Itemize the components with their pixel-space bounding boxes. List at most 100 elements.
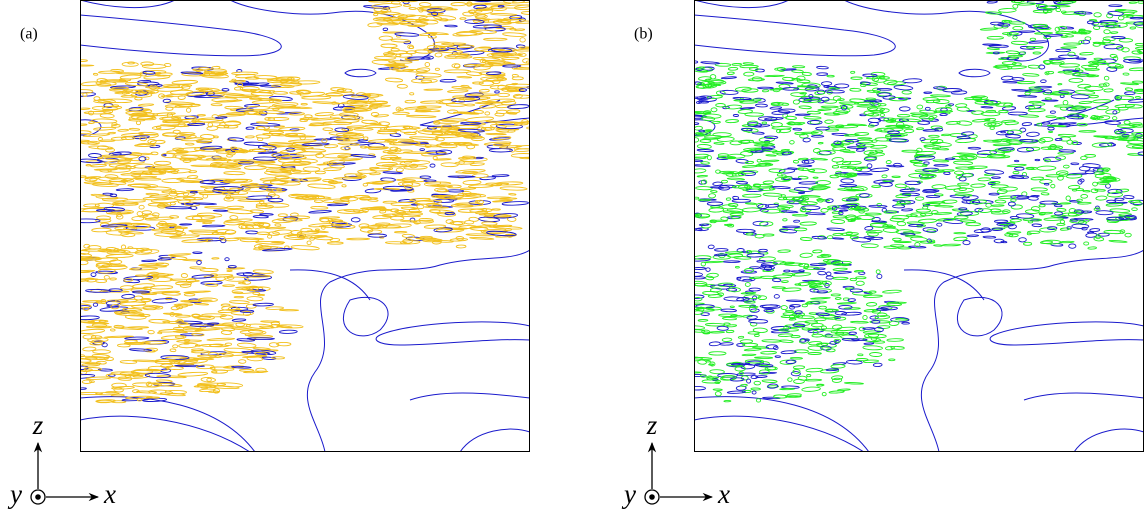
streak [714,248,729,252]
streak [80,270,92,274]
streak [990,208,1002,213]
streak [1026,230,1041,234]
streak [454,161,475,165]
contour-line [694,415,865,452]
streak [346,237,371,241]
streak [798,181,819,185]
streak [742,342,759,347]
streak [748,319,769,324]
streak [1122,72,1130,76]
streak [155,72,173,77]
streak [386,20,412,24]
streak [502,32,527,37]
streak [1124,87,1134,91]
streak [472,57,501,61]
streak [1045,115,1057,119]
streak [255,110,286,114]
streak [447,175,476,178]
streak [1010,198,1017,202]
streak [917,120,931,125]
streak [319,216,341,220]
streak [826,74,835,78]
streak [859,193,870,198]
streak [792,159,800,164]
streak [469,162,485,166]
streak [1133,21,1144,26]
streak [860,243,879,249]
streak [121,90,128,95]
streak [888,320,900,326]
streak [392,111,410,115]
streak [1017,30,1036,33]
streak [967,146,982,150]
streak [916,104,924,110]
streak [211,370,218,374]
streak [1043,158,1051,163]
streak [694,168,707,174]
streak [1059,63,1080,68]
streak [394,32,420,37]
streak [427,12,444,16]
streak [80,89,94,94]
streak [431,204,443,209]
streak [207,122,214,128]
streak [748,276,763,280]
streak [988,192,1000,196]
streak [298,234,328,239]
streak [1068,208,1077,214]
contour-line [80,14,282,57]
streak [258,245,272,250]
streak [761,121,768,125]
streak [87,140,100,145]
streak [150,228,180,232]
streak [834,331,849,335]
streak [224,120,241,126]
streak [1024,209,1040,214]
streak [973,228,992,234]
streak [472,173,489,179]
streak [197,382,227,387]
streak [729,305,735,308]
streak [1129,26,1137,30]
streak [820,105,839,109]
streak [474,101,501,105]
streak [851,237,872,243]
streak [697,100,710,104]
streak [147,271,160,277]
streak [756,158,762,163]
streak [864,226,874,231]
streak [362,182,369,187]
streak [220,157,226,161]
streak [124,373,151,379]
streak [742,147,762,151]
streak [1027,64,1041,69]
streak [702,291,719,296]
streak [357,139,369,142]
streak [495,121,523,127]
streak [765,154,777,157]
streak [1054,211,1063,216]
streak [877,312,888,318]
streak [945,104,952,108]
streak [256,231,270,235]
streak [977,177,992,182]
streak [457,142,473,147]
streak [182,196,204,201]
streak [873,102,882,108]
streak [739,339,754,344]
streak [192,251,203,254]
streak [980,111,1001,117]
streak [411,78,438,84]
streak [237,161,255,165]
streak [1123,120,1131,125]
streak [769,88,785,91]
streak [273,125,286,128]
streak [1042,60,1053,64]
streak [706,95,723,99]
streak [1104,120,1121,125]
streak [160,363,174,369]
streak [1080,39,1091,45]
streak [721,179,728,184]
streak [88,145,114,150]
streak [1102,36,1116,42]
